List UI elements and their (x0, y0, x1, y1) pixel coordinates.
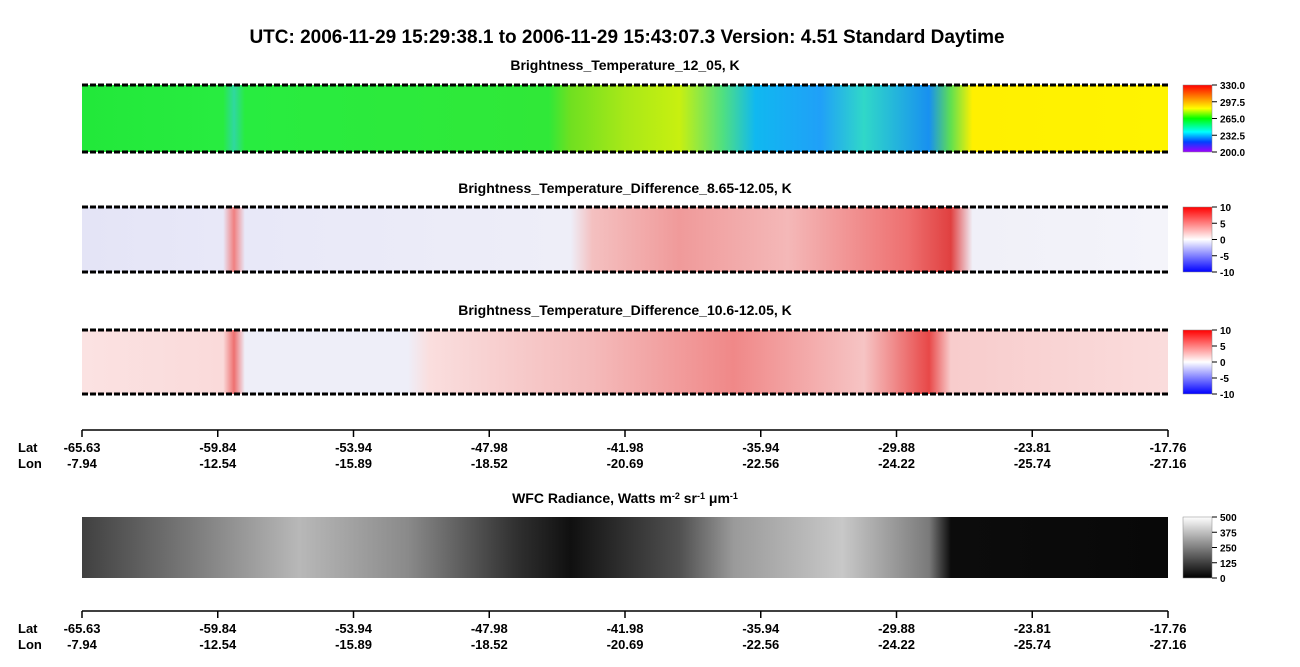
title-part: -2 (672, 491, 680, 501)
panel-image (82, 85, 1168, 152)
colorbar-label: 500 (1220, 513, 1237, 524)
colorbar-label: 0 (1220, 574, 1226, 585)
lon-label: Lon (18, 637, 42, 652)
colorbar-label: 375 (1220, 528, 1237, 539)
lon-value: -7.94 (67, 456, 97, 471)
title-part: WFC Radiance, Watts m (512, 490, 672, 506)
lon-value: -7.94 (67, 637, 97, 652)
colorbar-label: 265.0 (1220, 115, 1245, 126)
panel-image (82, 207, 1168, 272)
lon-value: -22.56 (742, 456, 779, 471)
lat-value: -17.76 (1150, 621, 1187, 636)
lat-value: -59.84 (199, 440, 237, 455)
title-part: μm (705, 490, 730, 506)
panel-image (82, 517, 1168, 578)
panel-title: Brightness_Temperature_12_05, K (510, 57, 739, 73)
lat-value: -29.88 (878, 621, 915, 636)
lon-value: -22.56 (742, 637, 779, 652)
colorbar-label: 250 (1220, 544, 1237, 555)
lon-value: -24.22 (878, 456, 915, 471)
lat-value: -41.98 (607, 440, 644, 455)
lat-label: Lat (18, 440, 38, 455)
colorbar-label: 232.5 (1220, 131, 1245, 142)
lon-value: -12.54 (199, 456, 237, 471)
lon-value: -20.69 (607, 456, 644, 471)
lon-label: Lon (18, 456, 42, 471)
lat-value: -23.81 (1014, 621, 1051, 636)
lon-value: -27.16 (1150, 456, 1187, 471)
colorbar-label: 10 (1220, 326, 1232, 337)
lon-value: -24.22 (878, 637, 915, 652)
lat-value: -47.98 (471, 440, 508, 455)
colorbar-label: 5 (1220, 342, 1226, 353)
colorbar (1182, 206, 1213, 273)
lat-value: -47.98 (471, 621, 508, 636)
lon-value: -25.74 (1014, 456, 1052, 471)
colorbar-label: 10 (1220, 203, 1232, 214)
colorbar (1182, 329, 1213, 395)
lat-value: -23.81 (1014, 440, 1051, 455)
lat-value: -59.84 (199, 621, 237, 636)
title-part: -1 (697, 491, 705, 501)
colorbar-label: -5 (1220, 374, 1229, 385)
lat-value: -41.98 (607, 621, 644, 636)
lon-value: -18.52 (471, 456, 508, 471)
title-part: -1 (730, 491, 738, 501)
lat-value: -53.94 (335, 440, 373, 455)
lon-value: -27.16 (1150, 637, 1187, 652)
colorbar-label: 330.0 (1220, 81, 1245, 92)
lat-value: -35.94 (742, 621, 780, 636)
lat-label: Lat (18, 621, 38, 636)
colorbar-label: 297.5 (1220, 98, 1245, 109)
panel-title: Brightness_Temperature_Difference_8.65-1… (458, 180, 792, 196)
colorbar-label: -10 (1220, 390, 1235, 401)
lon-value: -18.52 (471, 637, 508, 652)
lon-value: -12.54 (199, 637, 237, 652)
lat-value: -65.63 (64, 621, 101, 636)
lat-value: -17.76 (1150, 440, 1187, 455)
lat-value: -65.63 (64, 440, 101, 455)
colorbar (1182, 516, 1213, 579)
panel-title: WFC Radiance, Watts m-2 sr-1 μm-1 (512, 490, 738, 506)
lat-value: -35.94 (742, 440, 780, 455)
lat-value: -53.94 (335, 621, 373, 636)
lon-value: -25.74 (1014, 637, 1052, 652)
panel-image (82, 330, 1168, 394)
colorbar-label: -5 (1220, 252, 1229, 263)
colorbar-label: 125 (1220, 559, 1237, 570)
colorbar-label: 0 (1220, 236, 1226, 247)
colorbar-label: -10 (1220, 268, 1235, 279)
colorbar-label: 0 (1220, 358, 1226, 369)
panel-title: Brightness_Temperature_Difference_10.6-1… (458, 302, 792, 318)
figure-title: UTC: 2006-11-29 15:29:38.1 to 2006-11-29… (249, 27, 1004, 48)
lon-value: -15.89 (335, 637, 372, 652)
colorbar-label: 5 (1220, 219, 1226, 230)
lon-value: -20.69 (607, 637, 644, 652)
colorbar (1182, 84, 1213, 153)
lat-value: -29.88 (878, 440, 915, 455)
colorbar-label: 200.0 (1220, 148, 1245, 159)
title-part: sr (680, 490, 698, 506)
lon-value: -15.89 (335, 456, 372, 471)
